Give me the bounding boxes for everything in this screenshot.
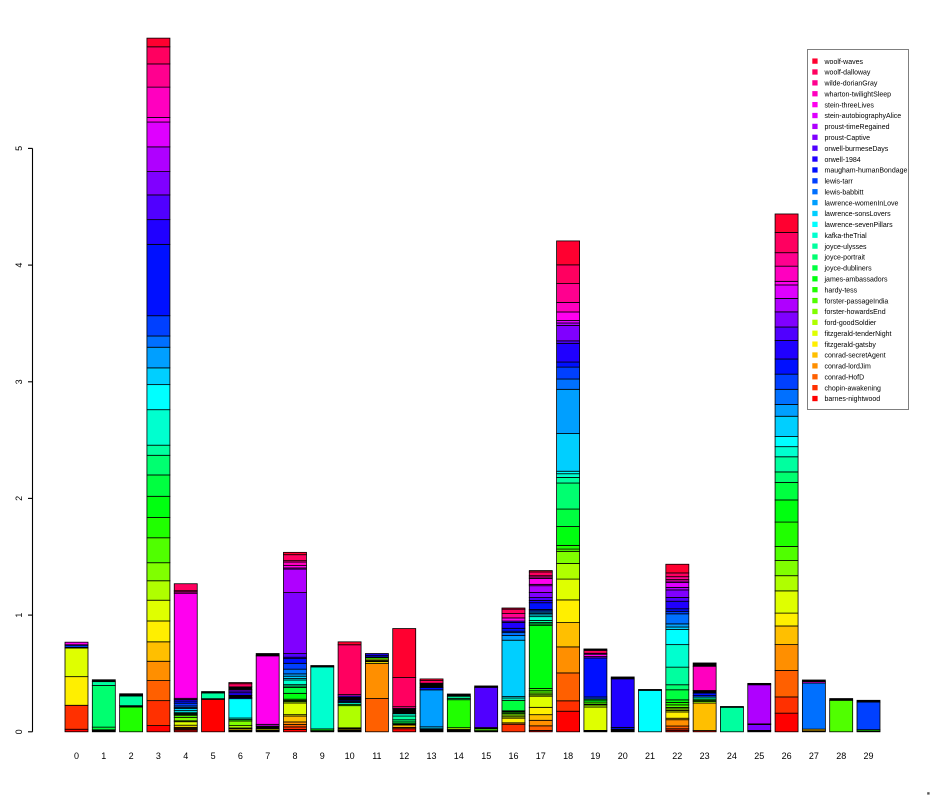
svg-text:fitzgerald-gatsby: fitzgerald-gatsby	[825, 342, 877, 349]
svg-text:proust-timeRegained: proust-timeRegained	[825, 124, 890, 131]
svg-text:12: 12	[399, 751, 409, 761]
svg-text:joyce-dubliners: joyce-dubliners	[824, 266, 873, 273]
svg-text:20: 20	[618, 751, 628, 761]
svg-text:3: 3	[156, 751, 161, 761]
svg-text:joyce-ulysses: joyce-ulysses	[824, 244, 868, 251]
svg-text:orwell-burmeseDays: orwell-burmeseDays	[825, 146, 889, 153]
svg-text:6: 6	[238, 751, 243, 761]
svg-text:17: 17	[536, 751, 546, 761]
svg-text:lewis-tarr: lewis-tarr	[825, 179, 854, 186]
svg-text:4: 4	[14, 263, 24, 268]
svg-text:28: 28	[836, 751, 846, 761]
svg-text:james-ambassadors: james-ambassadors	[824, 277, 889, 284]
svg-text:joyce-portrait: joyce-portrait	[824, 255, 866, 262]
svg-text:lawrence-womenInLove: lawrence-womenInLove	[825, 200, 899, 207]
svg-text:lawrence-sonsLovers: lawrence-sonsLovers	[825, 211, 892, 218]
svg-text:lewis-babbitt: lewis-babbitt	[825, 189, 864, 196]
svg-text:27: 27	[809, 751, 819, 761]
svg-text:9: 9	[320, 751, 325, 761]
svg-text:23: 23	[700, 751, 710, 761]
svg-text:forster-passageIndia: forster-passageIndia	[825, 298, 889, 305]
svg-text:wilde-dorianGray: wilde-dorianGray	[824, 81, 878, 88]
svg-text:ford-goodSoldier: ford-goodSoldier	[825, 320, 877, 327]
svg-text:conrad-secretAgent: conrad-secretAgent	[825, 353, 886, 360]
svg-text:10: 10	[345, 751, 355, 761]
svg-text:orwell-1984: orwell-1984	[825, 157, 861, 164]
svg-text:stein-threeLives: stein-threeLives	[825, 102, 875, 109]
svg-text:maugham-humanBondage: maugham-humanBondage	[825, 168, 908, 175]
svg-text:1: 1	[14, 613, 24, 618]
svg-text:forster-howardsEnd: forster-howardsEnd	[825, 309, 886, 316]
svg-text:2: 2	[129, 751, 134, 761]
svg-text:16: 16	[508, 751, 518, 761]
svg-text:hardy-tess: hardy-tess	[825, 287, 858, 294]
svg-text:4: 4	[183, 751, 188, 761]
svg-text:woolf-waves: woolf-waves	[824, 59, 864, 66]
svg-text:21: 21	[645, 751, 655, 761]
svg-text:5: 5	[14, 146, 24, 151]
svg-text:1: 1	[101, 751, 106, 761]
svg-text:proust-Captive: proust-Captive	[825, 135, 871, 142]
svg-text:7: 7	[265, 751, 270, 761]
svg-text:conrad-lordJim: conrad-lordJim	[825, 364, 871, 371]
svg-text:stein-autobiographyAlice: stein-autobiographyAlice	[825, 113, 902, 120]
svg-text:kafka-theTrial: kafka-theTrial	[825, 233, 868, 240]
svg-text:14: 14	[454, 751, 464, 761]
svg-text:barnes-nightwood: barnes-nightwood	[825, 396, 881, 403]
svg-text:0: 0	[14, 729, 24, 734]
svg-text:2: 2	[14, 496, 24, 501]
svg-text:18: 18	[563, 751, 573, 761]
svg-text:24: 24	[727, 751, 737, 761]
svg-text:15: 15	[481, 751, 491, 761]
svg-text:0: 0	[74, 751, 79, 761]
svg-text:26: 26	[782, 751, 792, 761]
svg-text:8: 8	[292, 751, 297, 761]
svg-text:19: 19	[590, 751, 600, 761]
svg-text:3: 3	[14, 379, 24, 384]
svg-text:22: 22	[672, 751, 682, 761]
svg-text:29: 29	[863, 751, 873, 761]
svg-text:lawrence-sevenPillars: lawrence-sevenPillars	[825, 222, 894, 229]
svg-text:13: 13	[426, 751, 436, 761]
svg-text:11: 11	[372, 751, 381, 761]
svg-text:wharton-twilightSleep: wharton-twilightSleep	[824, 91, 892, 98]
svg-text:chopin-awakening: chopin-awakening	[825, 385, 882, 392]
svg-text:5: 5	[211, 751, 216, 761]
svg-text:conrad-HofD: conrad-HofD	[825, 374, 865, 381]
svg-text:25: 25	[754, 751, 764, 761]
svg-text:fitzgerald-tenderNight: fitzgerald-tenderNight	[825, 331, 892, 338]
svg-text:woolf-dalloway: woolf-dalloway	[824, 70, 871, 77]
